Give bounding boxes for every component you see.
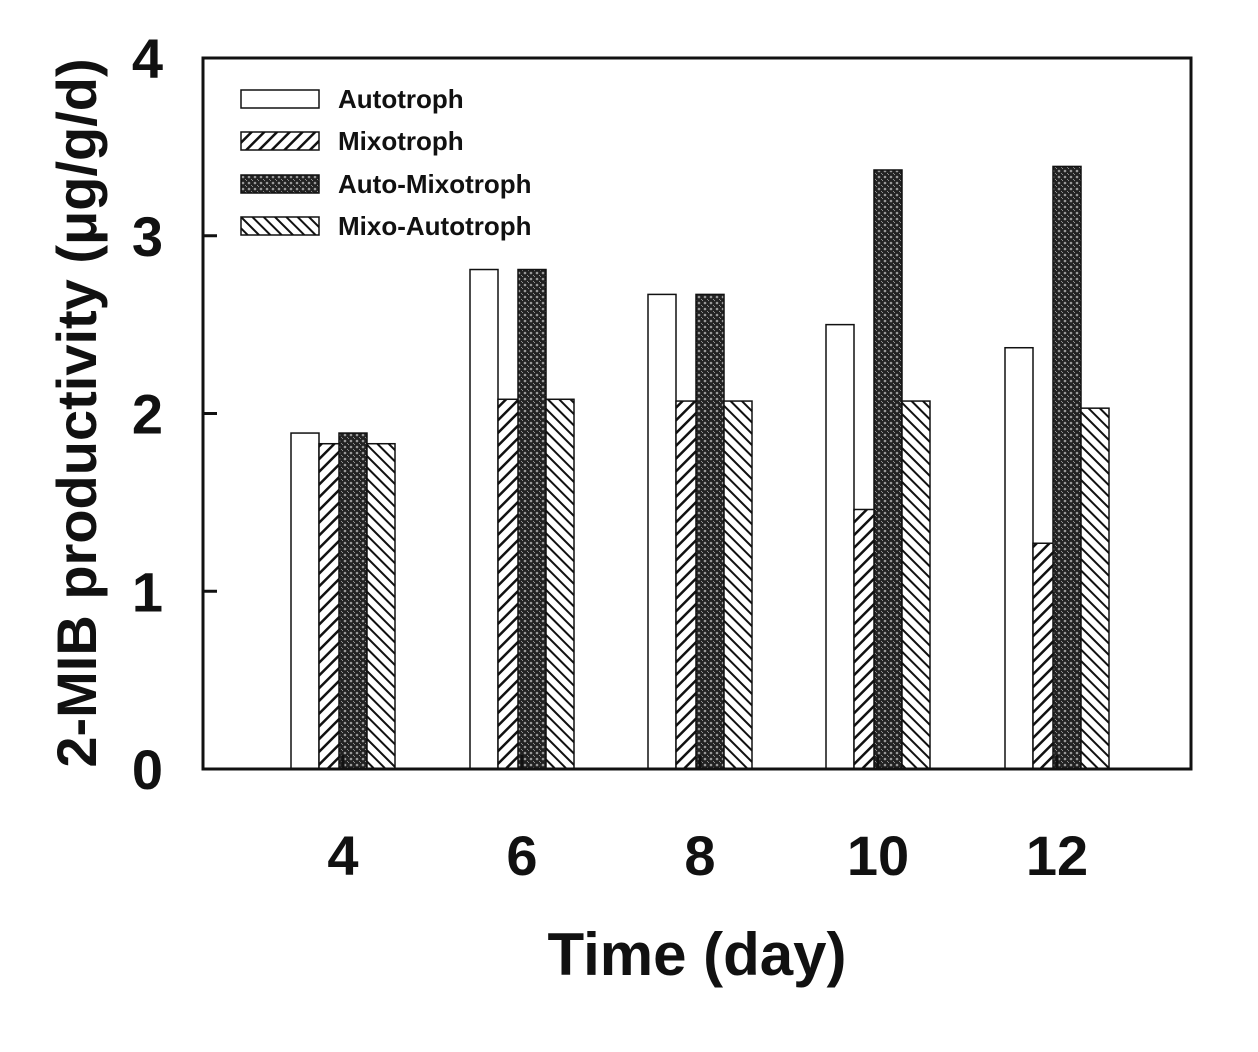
x-tick-label: 12 (1026, 824, 1088, 887)
bar-mixo-autotroph-6 (545, 398, 575, 770)
bar-mixo-autotroph-4 (366, 442, 396, 770)
bars-group (290, 165, 1110, 770)
bar-auto-mixotroph-12 (1052, 165, 1082, 770)
legend: Autotroph Mixotroph Auto-Mixotroph Mixo-Aut… (240, 84, 532, 241)
y-tick-label: 4 (132, 27, 163, 90)
y-tick-label: 0 (132, 738, 163, 801)
x-tick-label: 4 (327, 824, 358, 887)
bar-autotroph-4 (290, 432, 320, 770)
x-axis-title: Time (day) (548, 921, 847, 988)
bar-autotroph-12 (1004, 346, 1034, 770)
legend-label-mixo-autotroph: Mixo-Autotroph (338, 211, 532, 241)
y-axis-ticks: 0 1 2 3 4 (132, 27, 217, 801)
legend-swatch-mixotroph (240, 131, 320, 151)
bar-auto-mixotroph-4 (338, 432, 368, 770)
bar-auto-mixotroph-6 (517, 268, 547, 770)
bar-auto-mixotroph-8 (695, 293, 725, 770)
x-tick-label: 8 (684, 824, 715, 887)
legend-label-auto-mixotroph: Auto-Mixotroph (338, 169, 532, 199)
bar-autotroph-6 (469, 268, 499, 770)
legend-swatch-auto-mixotroph (240, 174, 320, 194)
bar-auto-mixotroph-10 (873, 169, 903, 770)
bar-mixo-autotroph-12 (1080, 407, 1110, 770)
y-tick-label: 3 (132, 205, 163, 268)
y-tick-label: 1 (132, 560, 163, 623)
legend-label-mixotroph: Mixotroph (338, 126, 464, 156)
x-tick-label: 6 (506, 824, 537, 887)
x-tick-label: 10 (847, 824, 909, 887)
bar-mixo-autotroph-8 (723, 400, 753, 770)
bar-autotroph-8 (647, 293, 677, 770)
legend-swatch-autotroph (240, 89, 320, 109)
bar-autotroph-10 (825, 323, 855, 770)
legend-swatch-mixo-autotroph (240, 216, 320, 236)
x-axis-ticks: 4 6 8 10 12 (327, 755, 1088, 887)
bar-mixo-autotroph-10 (901, 400, 931, 770)
legend-label-autotroph: Autotroph (338, 84, 464, 114)
y-axis-title: 2-MIB productivity (μg/g/d) (45, 58, 108, 767)
y-tick-label: 2 (132, 383, 163, 446)
